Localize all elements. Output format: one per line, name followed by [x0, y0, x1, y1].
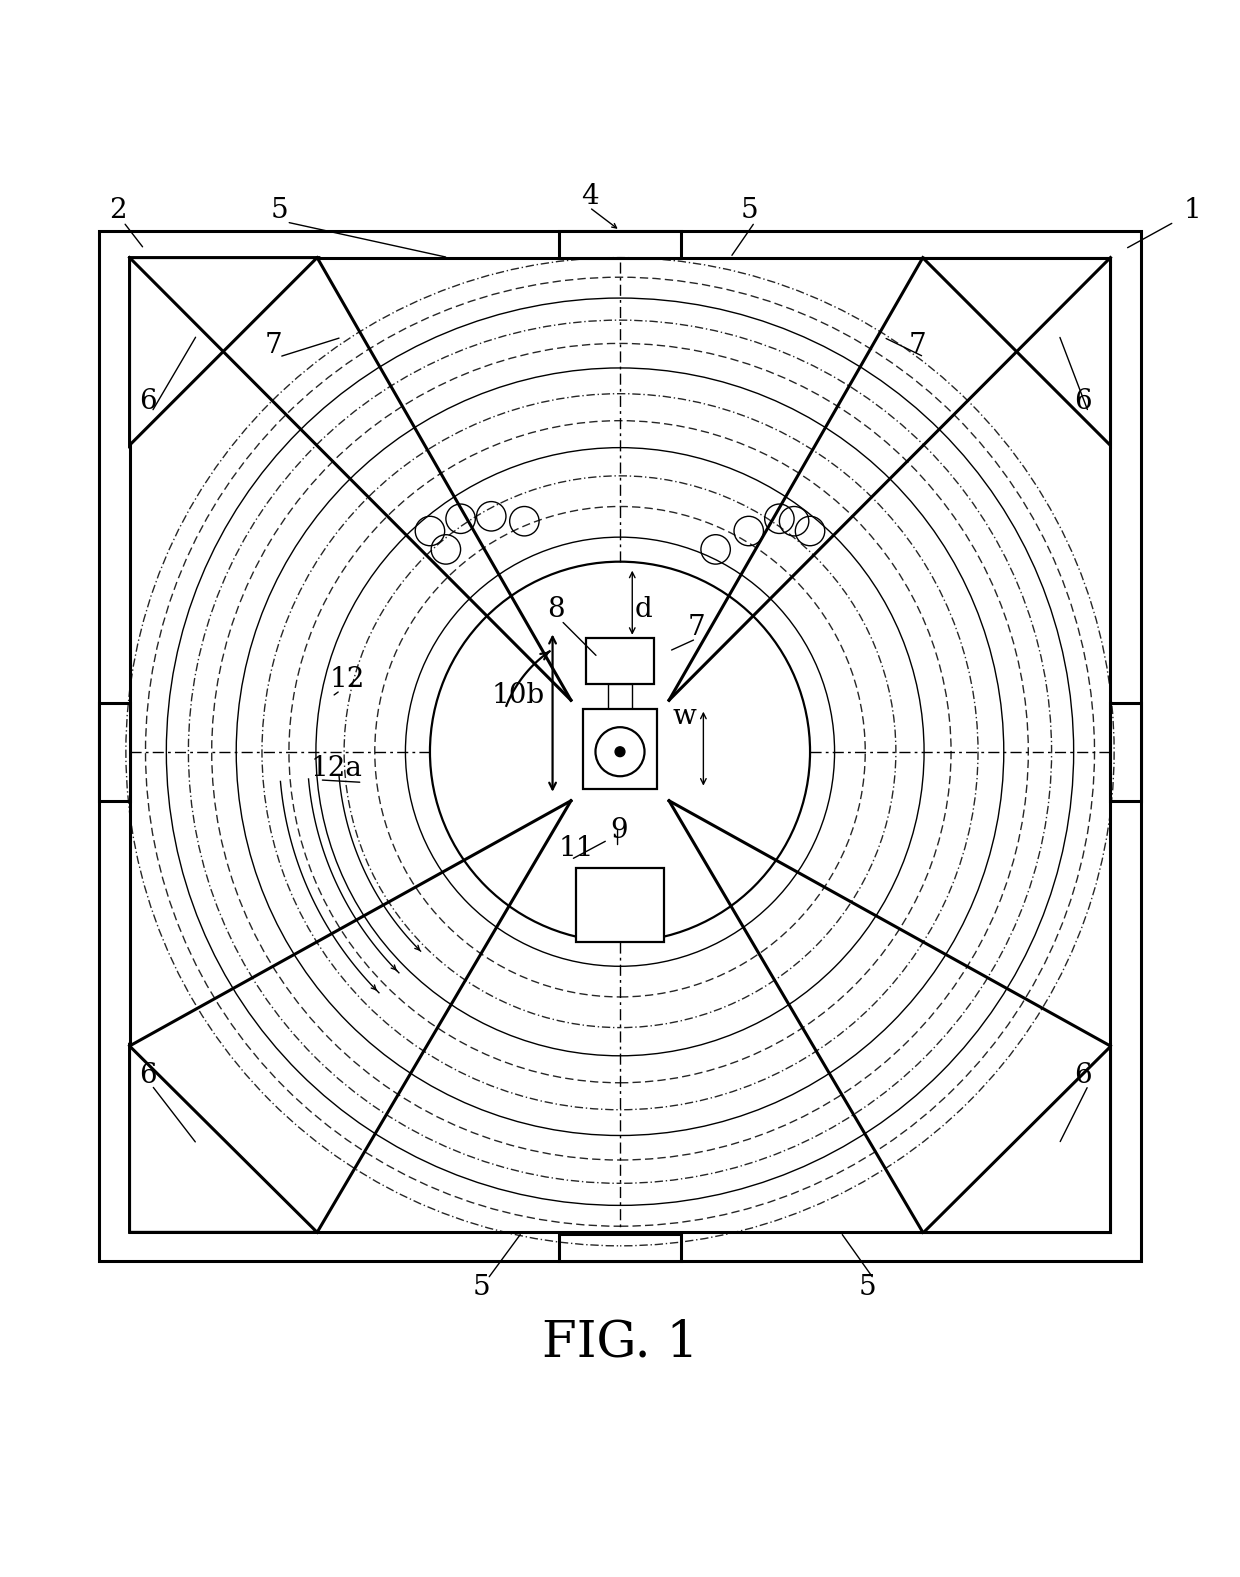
Text: 12: 12 [330, 665, 365, 692]
Circle shape [615, 747, 625, 757]
Bar [559, 1233, 681, 1260]
Text: 4: 4 [580, 183, 599, 210]
Text: d: d [635, 596, 652, 623]
Bar [583, 708, 657, 788]
Bar [575, 869, 665, 941]
Text: 6: 6 [139, 1061, 157, 1088]
Bar [1111, 703, 1141, 801]
Text: 7: 7 [908, 333, 926, 360]
Text: 6: 6 [1074, 1061, 1091, 1088]
Bar [608, 684, 632, 708]
Bar [99, 230, 1141, 1260]
Text: 5: 5 [859, 1274, 877, 1301]
Text: 6: 6 [1074, 388, 1091, 415]
Text: 6: 6 [139, 388, 157, 415]
Polygon shape [923, 257, 1111, 445]
Bar [99, 703, 129, 801]
Polygon shape [129, 1046, 317, 1232]
Text: FIG. 1: FIG. 1 [542, 1318, 698, 1367]
Text: 5: 5 [740, 197, 758, 224]
Polygon shape [923, 1046, 1111, 1232]
Text: 12a: 12a [311, 755, 363, 782]
Text: 1: 1 [1184, 197, 1202, 224]
Polygon shape [129, 257, 317, 445]
Bar [129, 257, 1111, 1232]
Text: 8: 8 [547, 596, 565, 623]
Bar [559, 230, 681, 257]
Text: 7: 7 [264, 333, 283, 360]
Text: 5: 5 [472, 1274, 491, 1301]
Text: 11: 11 [559, 836, 594, 863]
Text: w: w [673, 703, 697, 730]
Text: 7: 7 [687, 615, 706, 642]
Bar [585, 637, 655, 684]
Text: 5: 5 [270, 197, 288, 224]
Text: 10b: 10b [491, 681, 544, 708]
Text: 9: 9 [610, 817, 627, 844]
Text: 2: 2 [109, 197, 126, 224]
